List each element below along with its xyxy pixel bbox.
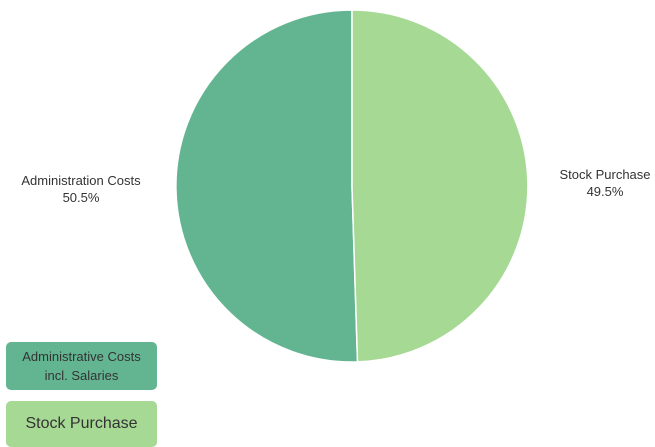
legend-label-stock-purchase: Stock Purchase xyxy=(25,415,138,432)
legend-item-stock-purchase[interactable]: Stock Purchase xyxy=(6,401,157,447)
slice-name-stock-purchase: Stock Purchase xyxy=(559,167,651,182)
slice-percent-stock-purchase: 49.5% xyxy=(586,184,624,199)
pie-slice-administration-costs[interactable] xyxy=(175,9,359,363)
slice-percent-administration-costs: 50.5% xyxy=(62,190,100,205)
slice-name-administration-costs: Administration Costs xyxy=(21,173,141,188)
legend-item-administrative-costs[interactable]: Administrative Costs incl. Salaries xyxy=(6,342,157,390)
slice-label-stock-purchase: Stock Purchase 49.5% xyxy=(552,166,655,200)
legend-label-administrative-costs: Administrative Costs incl. Salaries xyxy=(22,349,141,383)
pie-slice-stock-purchase[interactable] xyxy=(351,9,529,363)
slice-label-administration-costs: Administration Costs 50.5% xyxy=(10,172,152,206)
